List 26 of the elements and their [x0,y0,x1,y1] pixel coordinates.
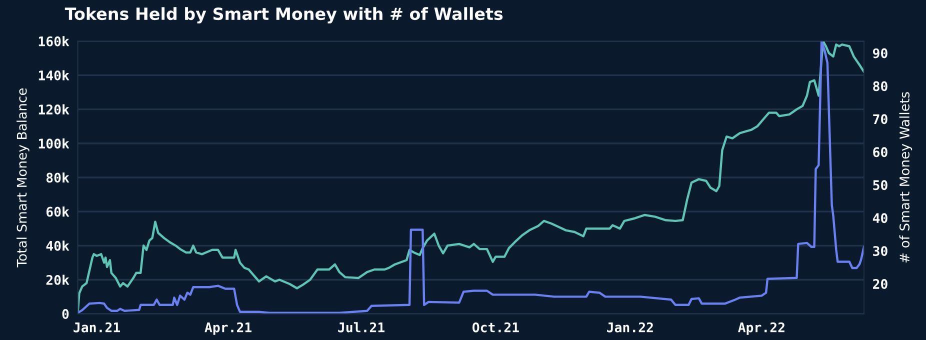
x-tick-label: Jan.22 [607,322,653,332]
y2-tick-label: 30 [873,246,888,256]
y-tick-label: 140k [38,70,70,80]
chart-title: Tokens Held by Smart Money with # of Wallets [64,7,503,24]
y2-tick-label: 80 [873,81,888,92]
y-tick-label: 160k [38,36,70,46]
x-tick-label: Jul.21 [338,322,384,332]
y2-tick-label: 40 [872,213,888,224]
y2-tick-label: 60 [873,147,888,158]
x-tick-label: Oct.21 [472,322,519,332]
x-tick-label: Jan.21 [74,322,120,332]
y-tick-label: 20k [46,274,70,285]
y-tick-label: 100k [38,138,70,149]
y-tick-label: 80k [46,172,70,183]
x-tick-label: Apr.22 [738,322,784,335]
y2-tick-label: 50 [873,180,888,190]
x-tick-label: Apr.21 [204,322,252,335]
y-tick-label: 60k [46,206,70,217]
y-tick-label: 0 [62,309,69,320]
y2-tick-label: 90 [873,48,888,58]
y-tick-label: 40k [46,240,70,251]
y2-tick-label: 70 [873,114,888,124]
y2-axis-title: # of Smart Money Wallets [899,92,912,262]
y-tick-label: 120k [38,104,70,115]
y-axis-title: Total Smart Money Balance [16,88,30,268]
y2-tick-label: 20 [873,279,888,290]
